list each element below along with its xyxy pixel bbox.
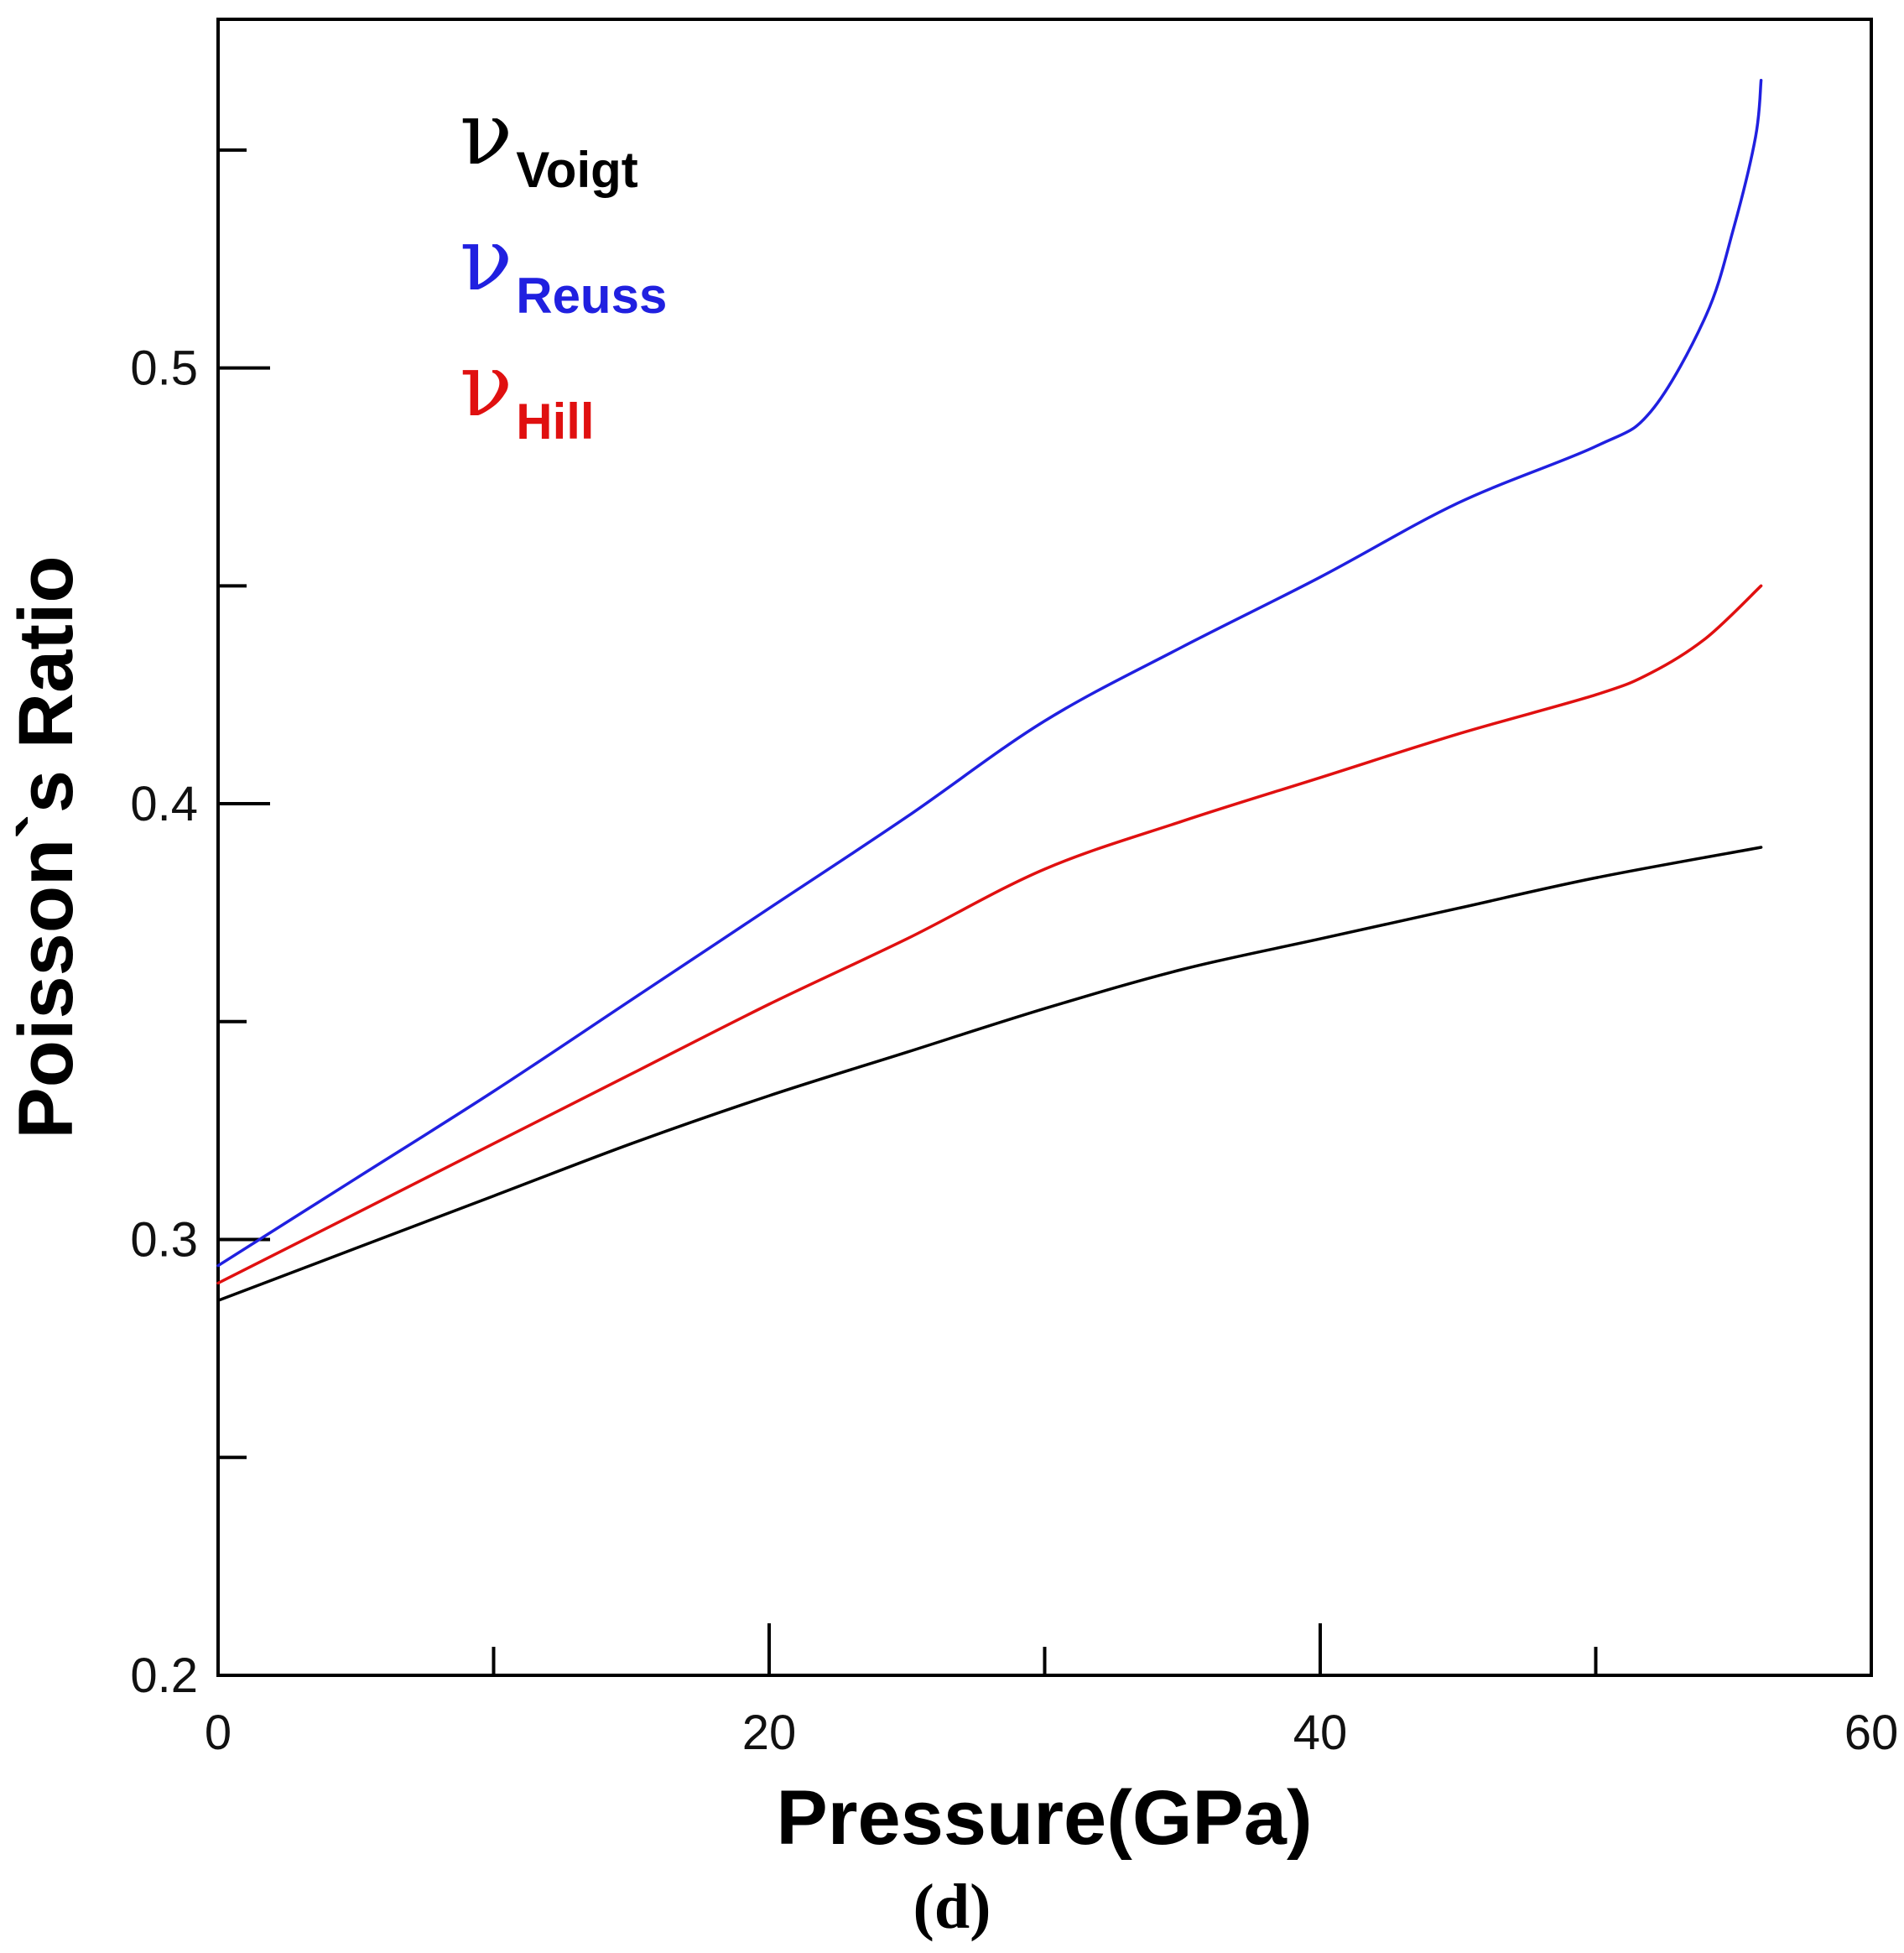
x-tick-label: 40 (1293, 1706, 1348, 1760)
series-line-reuss (216, 78, 1763, 1268)
legend-entry-voigt: νVoigt (460, 82, 638, 198)
series-line-hill (216, 584, 1763, 1285)
legend-symbol-hill: ν (460, 334, 512, 436)
y-tick-label: 0.4 (130, 777, 198, 831)
x-tick-label: 0 (205, 1706, 231, 1760)
figure-caption: (d) (913, 1872, 991, 1942)
series-lines (216, 78, 1763, 1303)
y-tick-label: 0.3 (130, 1213, 198, 1268)
x-tick-label: 60 (1844, 1706, 1899, 1760)
tick-labels: 0 20 40 60 0.2 0.3 0.4 0.5 (130, 341, 1898, 1760)
y-tick-label: 0.2 (130, 1648, 198, 1703)
legend-symbol-voigt: ν (460, 82, 512, 185)
x-tick-label: 20 (742, 1706, 797, 1760)
legend-label-hill: Hill (516, 393, 594, 450)
legend-entry-reuss: νReuss (460, 208, 667, 324)
legend-label-voigt: Voigt (516, 142, 638, 198)
series-line-voigt (216, 846, 1763, 1303)
legend-entry-hill: νHill (460, 334, 595, 450)
legend-symbol-reuss: ν (460, 208, 512, 310)
x-axis-title: Pressure(GPa) (776, 1775, 1312, 1861)
legend: νVoigt νReuss νHill (460, 82, 667, 450)
y-axis-title: Poisson`s Ratio (3, 555, 89, 1138)
legend-label-reuss: Reuss (516, 268, 667, 324)
y-tick-label: 0.5 (130, 341, 198, 396)
